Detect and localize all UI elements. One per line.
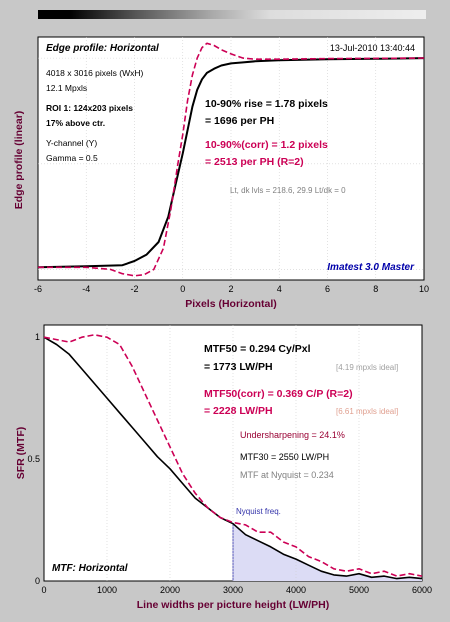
edge-measured-line bbox=[37, 57, 425, 269]
mtf50-corr-ideal-note: [6.61 mpxls ideal] bbox=[336, 407, 398, 416]
undersharpening-value: Undersharpening = 24.1% bbox=[240, 430, 345, 440]
mtf-y-label: SFR (MTF) bbox=[15, 427, 27, 480]
edge-x-tick-label: 2 bbox=[228, 284, 233, 294]
rise-corr-value: 10-90%(corr) = 1.2 pixels bbox=[205, 139, 328, 151]
mtf-title: MTF: Horizontal bbox=[52, 563, 128, 574]
roi-size: ROI 1: 124x203 pixels bbox=[46, 103, 133, 113]
edge-x-tick-label: 6 bbox=[325, 284, 330, 294]
edge-x-ticks: -6 -4 -2 0 2 4 6 8 10 bbox=[34, 284, 429, 294]
edge-x-tick-label: -2 bbox=[130, 284, 138, 294]
mtf50-corr-lwph: = 2228 LW/PH bbox=[204, 405, 273, 417]
levels-note: Lt, dk lvls = 218.6, 29.9 Lt/dk = 0 bbox=[230, 186, 346, 195]
mtf-series bbox=[43, 333, 423, 580]
mtf-corrected-line bbox=[43, 333, 423, 577]
gray-gradient-bar bbox=[38, 10, 426, 19]
edge-x-tick-label: -4 bbox=[82, 284, 90, 294]
mtf50-lwph: = 1773 LW/PH bbox=[204, 361, 273, 373]
edge-title: Edge profile: Horizontal bbox=[46, 43, 159, 54]
mtf-measured-line bbox=[43, 336, 423, 580]
mtf-axis-ticks: 0 1000 2000 3000 4000 5000 6000 0 0.5 1 bbox=[27, 332, 432, 595]
edge-y-label: Edge profile (linear) bbox=[13, 111, 25, 210]
mtf-x-tick-label: 2000 bbox=[160, 585, 180, 595]
mtf50-value: MTF50 = 0.294 Cy/Pxl bbox=[204, 343, 311, 355]
mtf-x-label: Line widths per picture height (LW/PH) bbox=[137, 599, 330, 611]
mtf-x-tick-label: 6000 bbox=[412, 585, 432, 595]
mtf-x-tick-label: 4000 bbox=[286, 585, 306, 595]
mtf30-value: MTF30 = 2550 LW/PH bbox=[240, 452, 329, 462]
mtf50-ideal-note: [4.19 mpxls ideal] bbox=[336, 363, 398, 372]
mtf-x-tick-label: 3000 bbox=[223, 585, 243, 595]
edge-info-size: 4018 x 3016 pixels (WxH) bbox=[46, 68, 143, 78]
mtf-y-tick-label: 0.5 bbox=[27, 454, 40, 464]
imatest-brand: Imatest 3.0 Master bbox=[327, 262, 415, 273]
mtf-x-tick-label: 0 bbox=[41, 585, 46, 595]
gamma-label: Gamma = 0.5 bbox=[46, 153, 98, 163]
edge-x-tick-label: 0 bbox=[180, 284, 185, 294]
mtf-grid bbox=[106, 325, 360, 581]
rise-corr-per-ph: = 2513 per PH (R=2) bbox=[205, 156, 304, 168]
edge-info-mpxls: 12.1 Mpxls bbox=[46, 83, 87, 93]
mtf-y-tick-label: 0 bbox=[35, 576, 40, 586]
edge-x-label: Pixels (Horizontal) bbox=[185, 298, 277, 310]
mtf-at-nyquist: MTF at Nyquist = 0.234 bbox=[240, 470, 334, 480]
edge-x-tick-label: 10 bbox=[419, 284, 429, 294]
edge-corrected-line bbox=[38, 42, 425, 277]
nyquist-label: Nyquist freq. bbox=[236, 507, 281, 516]
edge-x-tick-label: 8 bbox=[373, 284, 378, 294]
mtf50-corr-value: MTF50(corr) = 0.369 C/P (R=2) bbox=[204, 388, 353, 400]
mtf-x-tick-label: 1000 bbox=[97, 585, 117, 595]
roi-position: 17% above ctr. bbox=[46, 118, 105, 128]
mtf-x-tick-label: 5000 bbox=[349, 585, 369, 595]
channel-label: Y-channel (Y) bbox=[46, 138, 97, 148]
rise-value: 10-90% rise = 1.78 pixels bbox=[205, 98, 328, 110]
edge-x-tick-label: -6 bbox=[34, 284, 42, 294]
edge-x-tick-label: 4 bbox=[277, 284, 282, 294]
rise-per-ph: = 1696 per PH bbox=[205, 115, 274, 127]
nyquist-fill bbox=[233, 523, 422, 581]
mtf-y-tick-label: 1 bbox=[35, 332, 40, 342]
edge-timestamp: 13-Jul-2010 13:40:44 bbox=[330, 43, 415, 53]
edge-plot-area bbox=[37, 36, 425, 281]
edge-series bbox=[37, 42, 425, 277]
